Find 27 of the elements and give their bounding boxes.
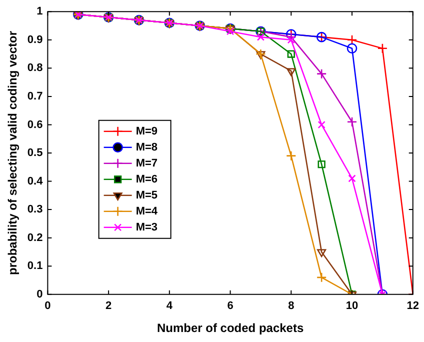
x-axis-title: Number of coded packets [156, 321, 304, 336]
legend-label: M=6 [136, 173, 158, 186]
x-tick-label: 2 [105, 300, 112, 312]
y-tick-label: 0.6 [27, 118, 43, 131]
legend-label: M=7 [136, 157, 158, 170]
y-axis-title: probability of selecting valid coding vector [6, 30, 20, 276]
y-tick-label: 1 [36, 6, 43, 18]
x-tick-label: 12 [406, 300, 420, 312]
y-tick-label: 0 [36, 288, 43, 300]
x-tick-label: 10 [346, 300, 358, 312]
y-tick-label: 0.3 [27, 204, 43, 216]
y-tick-label: 0.4 [27, 175, 44, 188]
legend-label: M=9 [136, 125, 158, 138]
y-tick-label: 0.2 [27, 232, 43, 244]
x-tick-label: 4 [166, 300, 174, 312]
legend-label: M=5 [136, 189, 158, 202]
legend-label: M=3 [136, 221, 158, 234]
y-tick-label: 0.8 [27, 62, 43, 74]
x-tick-label: 6 [227, 300, 234, 312]
legend-label: M=4 [136, 205, 158, 218]
y-tick-label: 0.1 [27, 260, 43, 272]
y-tick-label: 0.7 [27, 90, 43, 102]
legend-label: M=8 [136, 141, 158, 154]
y-tick-label: 0.5 [27, 147, 43, 160]
x-tick-label: 8 [288, 300, 294, 312]
y-tick-label: 0.9 [27, 34, 43, 46]
x-tick-label: 0 [44, 300, 51, 312]
